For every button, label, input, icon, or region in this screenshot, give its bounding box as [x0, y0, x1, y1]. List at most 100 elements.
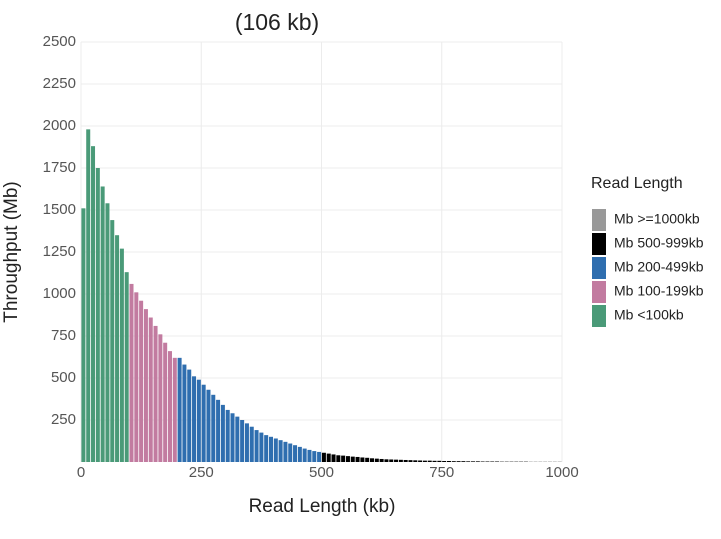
bar	[456, 461, 461, 462]
bar	[211, 394, 216, 462]
bar	[100, 186, 105, 463]
bar	[403, 459, 408, 462]
bar	[254, 430, 259, 462]
bar	[129, 283, 134, 462]
bar	[495, 461, 500, 462]
bar	[312, 451, 317, 462]
bar	[471, 461, 476, 462]
bar	[461, 461, 466, 462]
legend-label: Mb <100kb	[614, 307, 684, 323]
bar	[355, 456, 360, 462]
bar	[360, 457, 365, 462]
legend-title: Read Length	[591, 175, 683, 192]
bar	[81, 208, 86, 462]
legend-swatch	[592, 305, 606, 327]
bar	[422, 460, 427, 462]
bar	[187, 369, 192, 462]
legend-swatch	[592, 281, 606, 303]
bar	[336, 455, 341, 462]
bar	[350, 456, 355, 462]
bar	[158, 334, 163, 462]
bar	[148, 317, 153, 462]
y-tick-label: 1750	[43, 159, 76, 176]
bar	[288, 443, 293, 462]
bar	[119, 248, 124, 462]
bar	[259, 432, 264, 462]
x-tick-label: 750	[429, 464, 454, 481]
bar	[134, 292, 139, 462]
bar	[264, 435, 269, 462]
bar	[278, 440, 283, 462]
y-tick-label: 750	[51, 327, 76, 344]
bar	[244, 423, 249, 462]
bar	[432, 460, 437, 462]
bar	[331, 454, 336, 462]
bar	[394, 459, 399, 462]
bar	[389, 459, 394, 462]
bar	[172, 357, 177, 462]
bar	[105, 203, 110, 462]
bar	[418, 460, 423, 462]
legend-label: Mb 200-499kb	[614, 259, 704, 275]
legend-label: Mb >=1000kb	[614, 211, 700, 227]
bar	[341, 455, 346, 462]
bar	[235, 416, 240, 462]
x-tick-label: 1000	[545, 464, 578, 481]
bar	[427, 460, 432, 462]
bar	[201, 384, 206, 462]
bar	[307, 449, 312, 462]
bar	[490, 461, 495, 462]
bar	[268, 436, 273, 462]
bar	[167, 351, 172, 462]
y-tick-label: 1500	[43, 201, 76, 218]
bar	[379, 458, 384, 462]
bar	[365, 457, 370, 462]
bar	[413, 460, 418, 462]
bar	[177, 357, 182, 462]
y-tick-label: 1250	[43, 243, 76, 260]
bar	[442, 460, 447, 462]
bar	[317, 451, 322, 462]
legend-swatch	[592, 257, 606, 279]
bar	[196, 379, 201, 462]
bar	[124, 272, 129, 462]
y-tick-label: 250	[51, 411, 76, 428]
bar	[384, 459, 389, 462]
bar	[206, 389, 211, 462]
bar	[283, 441, 288, 462]
y-tick-label: 500	[51, 369, 76, 386]
x-axis-label: Read Length (kb)	[249, 496, 396, 517]
bar	[240, 420, 245, 462]
bar	[139, 300, 144, 462]
bar	[153, 325, 158, 462]
bar	[446, 460, 451, 462]
bar	[480, 461, 485, 462]
x-tick-label: 250	[189, 464, 214, 481]
chart-title: (106 kb)	[235, 9, 319, 35]
bar	[370, 458, 375, 462]
bar	[182, 364, 187, 462]
y-tick-label: 2500	[43, 33, 76, 50]
bar	[398, 459, 403, 462]
bar	[408, 460, 413, 462]
y-tick-label: 1000	[43, 285, 76, 302]
bar	[374, 458, 379, 462]
bar	[273, 438, 278, 462]
legend-label: Mb 100-199kb	[614, 283, 704, 299]
bar	[321, 452, 326, 462]
bar	[485, 461, 490, 462]
bar	[297, 446, 302, 462]
bar	[475, 461, 480, 462]
bar	[95, 168, 100, 462]
bar	[466, 461, 471, 462]
bar	[220, 404, 225, 462]
bar	[110, 220, 115, 462]
bar	[437, 460, 442, 462]
bar	[115, 235, 120, 462]
bar	[86, 129, 91, 463]
bar	[163, 342, 168, 462]
y-tick-label: 2250	[43, 75, 76, 92]
bar	[192, 376, 197, 462]
bar	[216, 399, 221, 462]
